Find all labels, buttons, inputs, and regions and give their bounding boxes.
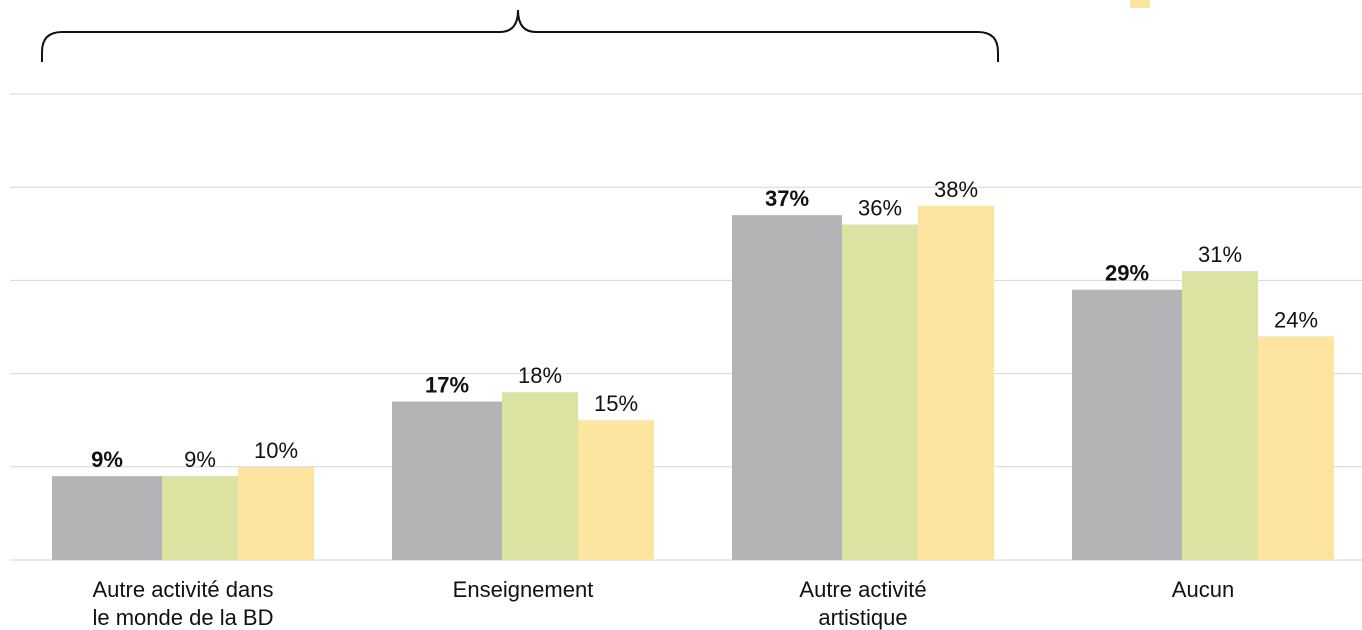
category-labels: Autre activité dans le monde de la BD Ense… [93, 577, 1235, 630]
data-label: 24% [1274, 307, 1318, 332]
data-label: 36% [858, 195, 902, 220]
category-label: Enseignement [453, 577, 594, 602]
bar [502, 392, 578, 560]
bar [732, 215, 842, 560]
data-label: 9% [184, 447, 216, 472]
bars [52, 205, 1334, 561]
legend-swatch [1130, 0, 1150, 8]
data-label: 9% [91, 447, 123, 472]
data-label: 18% [518, 363, 562, 388]
data-label: 10% [254, 438, 298, 463]
data-label: 38% [934, 177, 978, 202]
category-label: Aucun [1172, 577, 1234, 602]
bar [918, 205, 994, 560]
data-label: 31% [1198, 242, 1242, 267]
value-labels: 9% 9% 10% 17% 18% 15% 37% 36% 38% 29% 31% 24% [91, 177, 1318, 472]
bar [1258, 336, 1334, 560]
bar [52, 476, 162, 560]
bar [392, 401, 502, 560]
bar [1072, 289, 1182, 560]
category-label: Autre activité dans [93, 577, 274, 602]
bar [842, 224, 918, 561]
bar [238, 466, 314, 560]
bar [162, 476, 238, 560]
category-label: artistique [818, 605, 907, 630]
brace-annotation [41, 9, 999, 62]
data-label: 15% [594, 391, 638, 416]
data-label: 17% [425, 373, 469, 398]
data-label: 37% [765, 186, 809, 211]
category-label: Autre activité [799, 577, 926, 602]
bar [578, 420, 654, 560]
category-label: le monde de la BD [93, 605, 274, 630]
bar [1182, 271, 1258, 560]
data-label: 29% [1105, 261, 1149, 286]
